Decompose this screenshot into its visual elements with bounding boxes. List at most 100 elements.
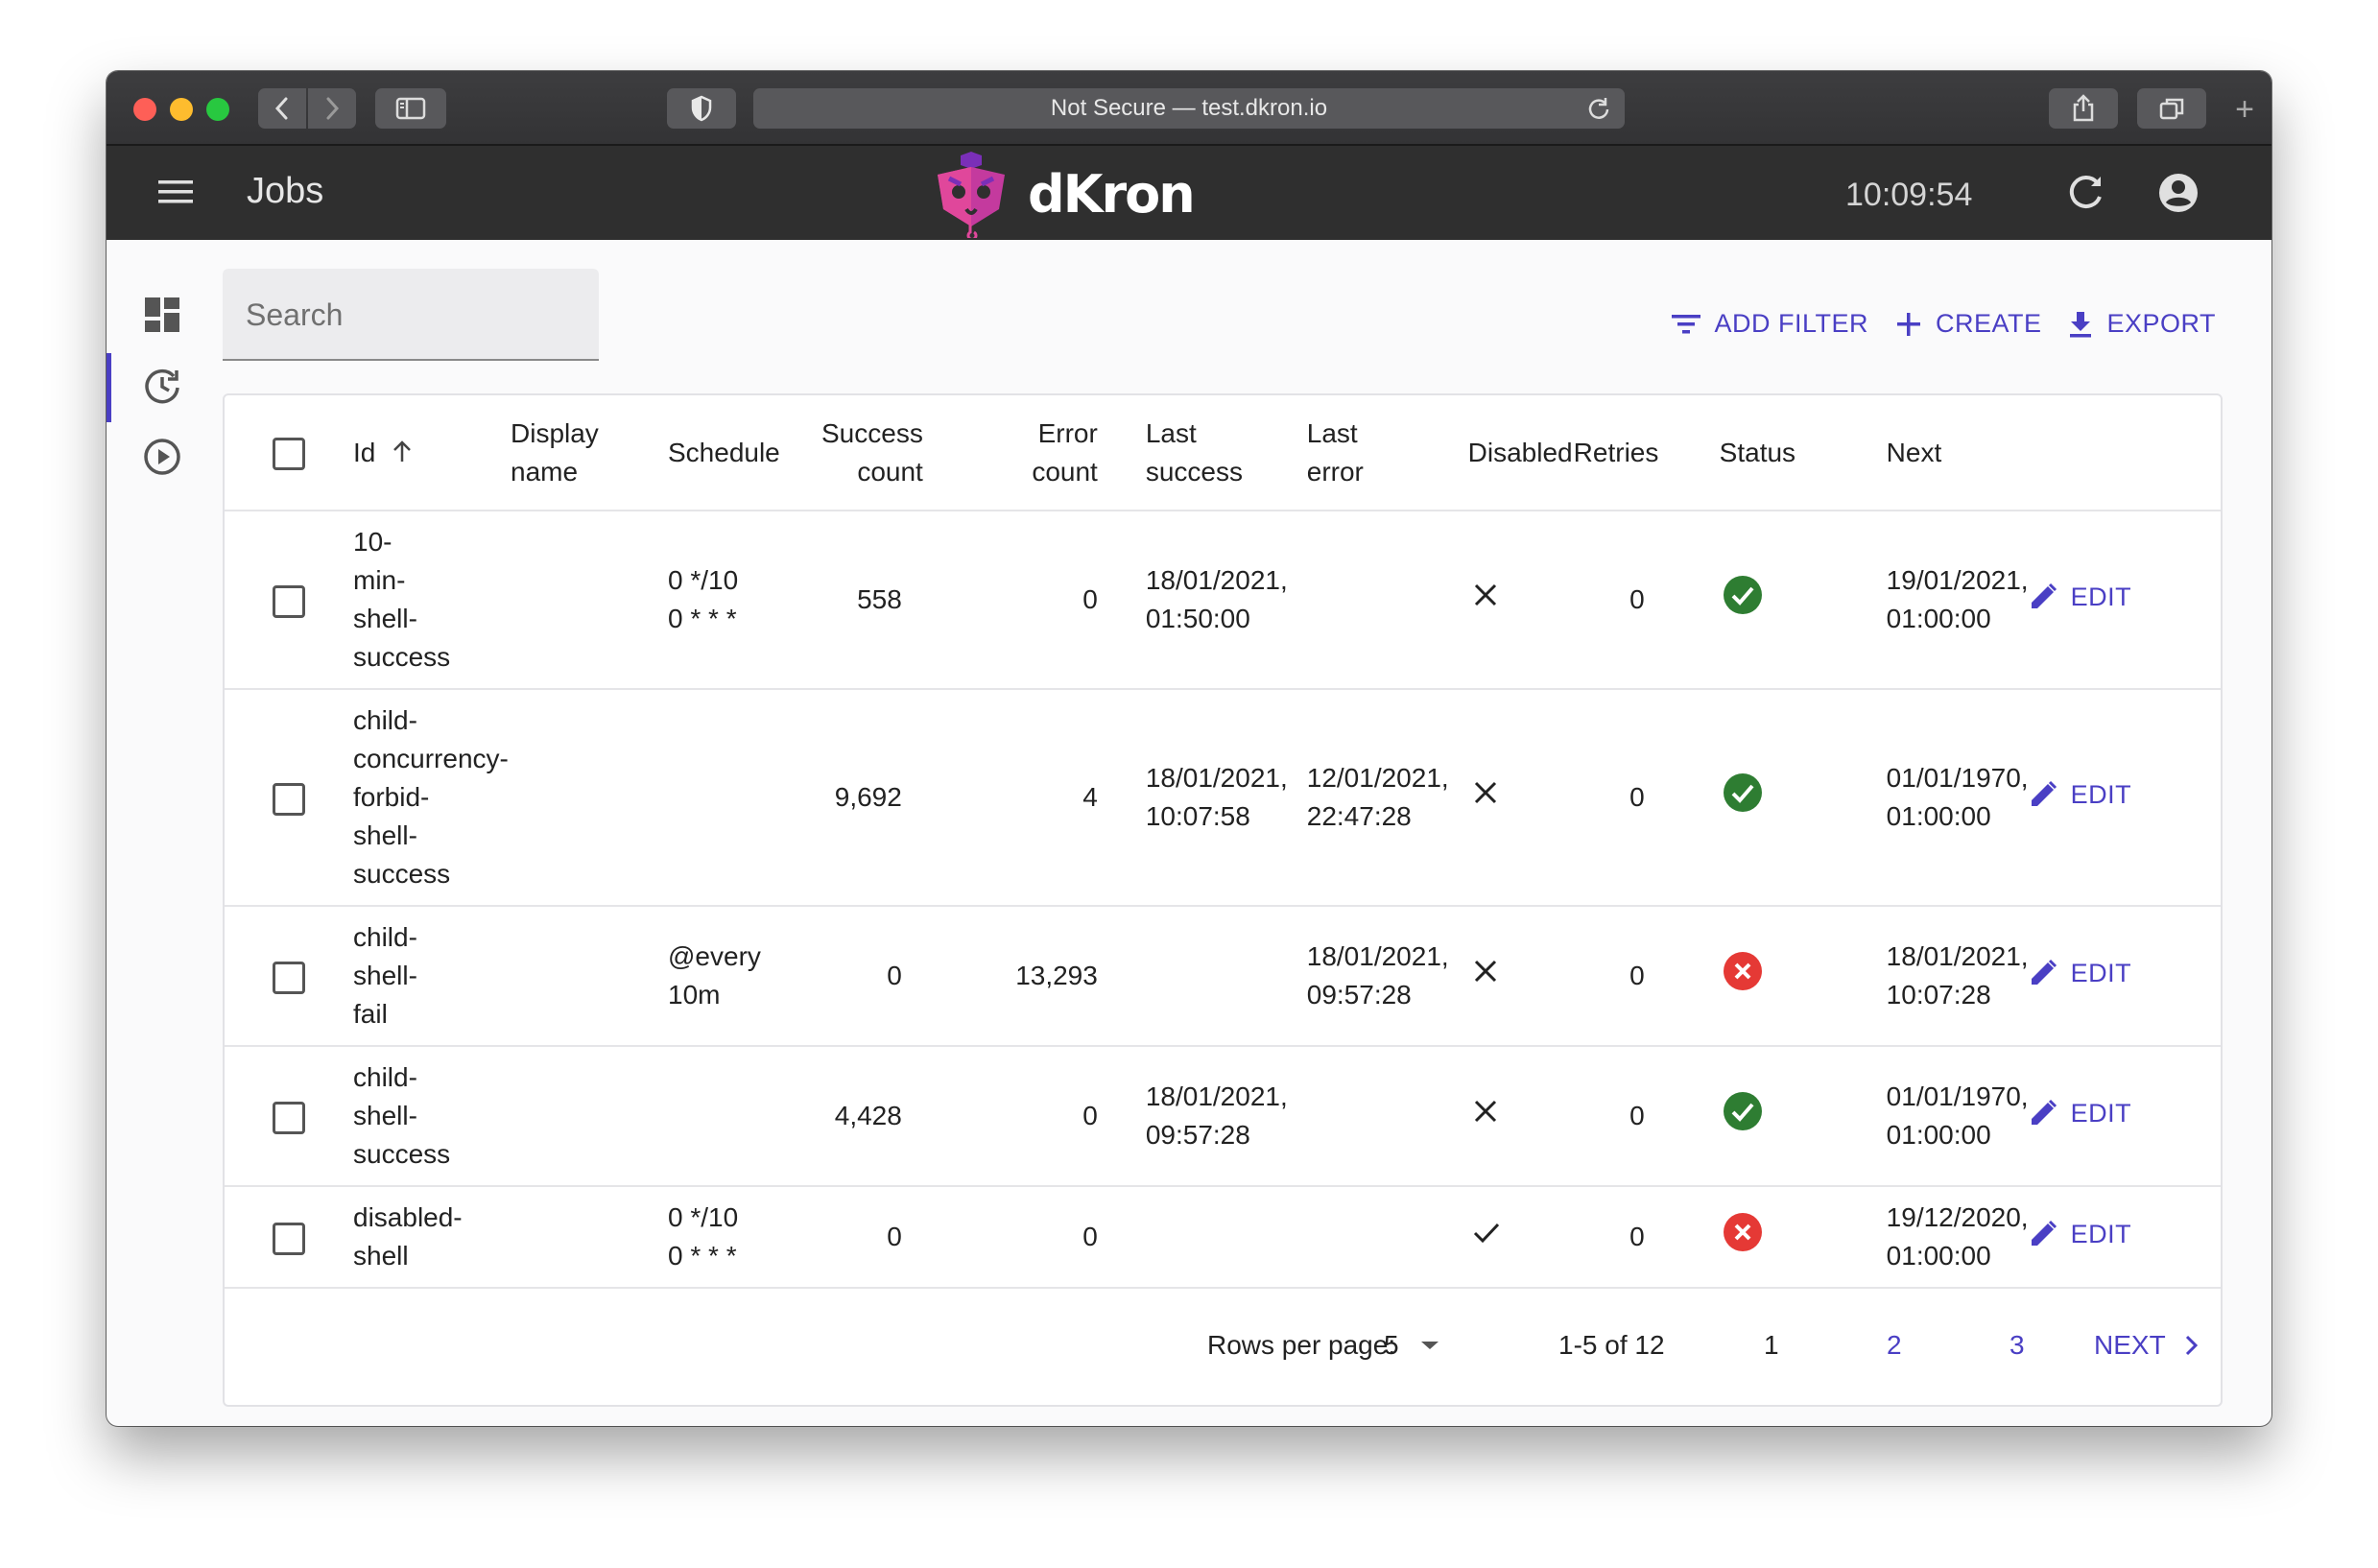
- table-row[interactable]: child-concurrency-forbid-shell-success 9,…: [225, 689, 2221, 907]
- job-error-count: 0: [943, 1046, 1127, 1187]
- history-icon[interactable]: [141, 365, 183, 407]
- window-minimize-button[interactable]: [170, 98, 193, 121]
- job-display-name: [511, 1046, 668, 1187]
- search-field[interactable]: [223, 269, 599, 361]
- job-display-name: [511, 906, 668, 1047]
- job-error-count: 0: [943, 511, 1127, 690]
- job-retries: 0: [1573, 1046, 1679, 1187]
- dashboard-icon[interactable]: [141, 294, 183, 336]
- rows-per-page-select[interactable]: 5: [1384, 1330, 1440, 1361]
- column-header-status[interactable]: Status: [1678, 395, 1862, 511]
- browser-sidebar-button[interactable]: [375, 88, 446, 129]
- search-input[interactable]: [246, 297, 572, 333]
- pencil-icon: [2031, 780, 2057, 806]
- browser-forward-button[interactable]: [308, 88, 356, 129]
- new-tab-button[interactable]: +: [2235, 91, 2254, 128]
- chevron-left-icon: [274, 97, 288, 120]
- job-next: 01/01/1970, 01:00:00: [1861, 1046, 2029, 1187]
- plus-icon: [1896, 312, 1920, 336]
- error-status-icon: [1723, 1212, 1762, 1251]
- play-circle-icon[interactable]: [141, 436, 183, 478]
- check-icon: [1473, 1223, 1499, 1244]
- page-button-3[interactable]: 3: [2009, 1330, 2025, 1360]
- menu-icon[interactable]: [156, 177, 195, 207]
- success-status-icon: [1723, 575, 1762, 614]
- table-row[interactable]: child-shell-success 4,428 0 18/01/2021, 09:5…: [225, 1046, 2221, 1187]
- column-header-last-error[interactable]: Last error: [1287, 395, 1449, 511]
- edit-label: EDIT: [2070, 780, 2132, 809]
- column-header-retries[interactable]: Retries: [1573, 395, 1679, 511]
- job-disabled: [1448, 1186, 1574, 1289]
- job-retries: 0: [1573, 906, 1679, 1047]
- add-filter-button[interactable]: ADD FILTER: [1672, 309, 1868, 339]
- list-actions: ADD FILTER CREATE EXPORT: [1672, 309, 2216, 339]
- column-header-id[interactable]: Id: [353, 395, 511, 511]
- tab-overview-button[interactable]: [2137, 88, 2206, 129]
- table-row[interactable]: 10- min-shell-success 0 */10 0 * * * 558 0 18/…: [225, 511, 2221, 690]
- add-filter-label: ADD FILTER: [1714, 309, 1868, 338]
- create-label: CREATE: [1935, 309, 2042, 338]
- column-header-display-name[interactable]: Display name: [511, 395, 668, 511]
- job-last-success: 18/01/2021, 01:50:00: [1126, 511, 1288, 690]
- browser-window: Not Secure — test.dkron.io + Jobs: [107, 71, 2271, 1426]
- job-id: child-shell-success: [353, 1046, 511, 1187]
- edit-button[interactable]: EDIT: [2029, 578, 2132, 616]
- column-header-error-count[interactable]: Error count: [943, 395, 1127, 511]
- job-retries: 0: [1573, 511, 1679, 690]
- row-checkbox[interactable]: [273, 584, 305, 618]
- edit-label: EDIT: [2070, 1220, 2132, 1248]
- window-close-button[interactable]: [133, 98, 156, 121]
- table-row[interactable]: disabled-shell 0 */10 0 * * * 0 0 0 19/12/2020…: [225, 1186, 2221, 1289]
- export-button[interactable]: EXPORT: [2068, 309, 2216, 339]
- job-success-count: 0: [821, 1186, 944, 1289]
- reload-icon[interactable]: [1586, 96, 1611, 121]
- column-header-schedule[interactable]: Schedule: [668, 395, 821, 511]
- edit-button[interactable]: EDIT: [2029, 954, 2132, 992]
- row-checkbox[interactable]: [273, 961, 305, 994]
- pencil-icon: [2031, 959, 2057, 985]
- job-id: disabled-shell: [353, 1186, 511, 1289]
- address-bar[interactable]: Not Secure — test.dkron.io: [753, 88, 1625, 129]
- create-button[interactable]: CREATE: [1895, 309, 2042, 339]
- job-schedule: [668, 689, 821, 907]
- refresh-icon[interactable]: [2064, 171, 2108, 215]
- pencil-icon: [2031, 582, 2057, 608]
- browser-back-button[interactable]: [258, 88, 306, 129]
- job-error-count: 13,293: [943, 906, 1127, 1047]
- job-status: [1678, 1046, 1862, 1187]
- account-icon[interactable]: [2156, 171, 2200, 215]
- row-checkbox[interactable]: [273, 1222, 305, 1255]
- tabs-icon: [2159, 98, 2184, 120]
- column-header-last-success[interactable]: Last success: [1126, 395, 1288, 511]
- table-row[interactable]: child-shell-fail @every 10m 0 13,293 18/01/20…: [225, 906, 2221, 1047]
- next-page-button[interactable]: NEXT: [2094, 1330, 2200, 1361]
- column-header-success-count[interactable]: Success count: [821, 395, 944, 511]
- filter-icon: [1672, 314, 1701, 333]
- job-retries: 0: [1573, 689, 1679, 907]
- select-all-checkbox[interactable]: [273, 438, 305, 471]
- job-last-error: 18/01/2021, 09:57:28: [1287, 906, 1449, 1047]
- export-label: EXPORT: [2106, 309, 2216, 338]
- column-header-disabled[interactable]: Disabled: [1448, 395, 1574, 511]
- row-checkbox[interactable]: [273, 1101, 305, 1134]
- row-checkbox[interactable]: [273, 782, 305, 816]
- column-header-next[interactable]: Next: [1861, 395, 2029, 511]
- edit-button[interactable]: EDIT: [2029, 1215, 2132, 1253]
- privacy-report-button[interactable]: [667, 88, 736, 129]
- job-next: 19/12/2020, 01:00:00: [1861, 1186, 2029, 1289]
- edit-label: EDIT: [2070, 959, 2132, 987]
- window-maximize-button[interactable]: [206, 98, 229, 121]
- page-button-1[interactable]: 1: [1764, 1330, 1779, 1360]
- dkron-mascot-icon: [938, 152, 1005, 238]
- job-display-name: [511, 511, 668, 690]
- jobs-table-card: Id Display name Schedule Success count Err…: [223, 393, 2223, 1407]
- job-display-name: [511, 689, 668, 907]
- page-button-2[interactable]: 2: [1887, 1330, 1902, 1360]
- job-schedule: [668, 1046, 821, 1187]
- share-button[interactable]: [2049, 88, 2118, 129]
- edit-button[interactable]: EDIT: [2029, 775, 2132, 814]
- clock: 10:09:54: [1845, 177, 1973, 213]
- edit-button[interactable]: EDIT: [2029, 1094, 2132, 1132]
- job-retries: 0: [1573, 1186, 1679, 1289]
- job-schedule: 0 */10 0 * * *: [668, 1186, 821, 1289]
